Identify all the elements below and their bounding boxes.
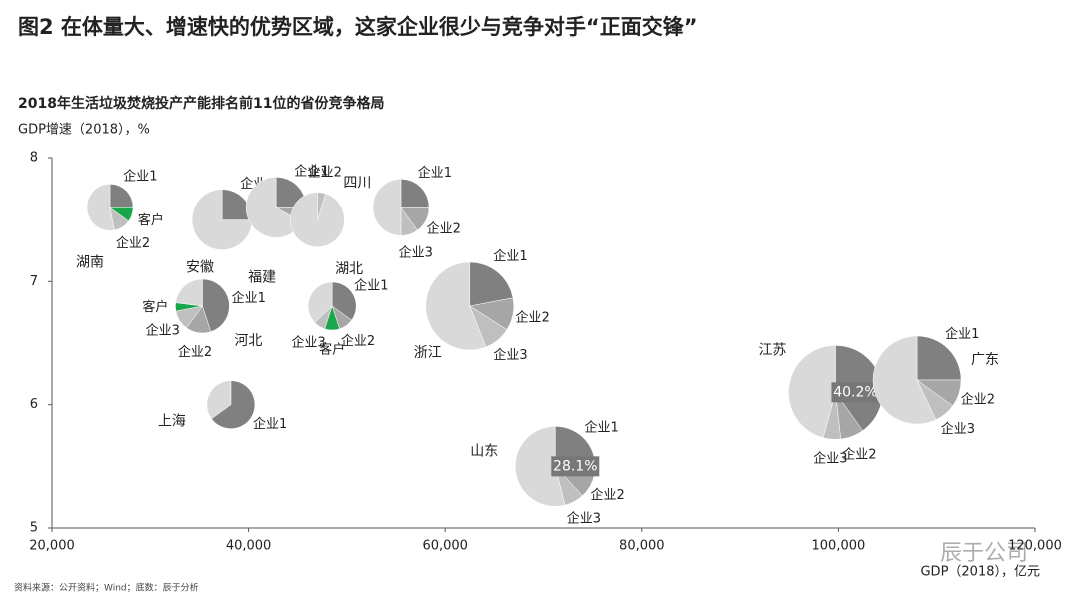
slice-label: 企业2	[427, 221, 461, 237]
slice-label: 企业1	[123, 168, 157, 184]
province-label: 上海	[158, 414, 186, 430]
slice-label: 企业3	[399, 244, 433, 260]
pie-slice	[307, 281, 333, 323]
pie-slice	[202, 278, 230, 332]
slice-label: 企业2	[178, 344, 212, 360]
pie-slice	[372, 179, 402, 236]
pie-slice	[425, 261, 487, 351]
x-tick-label: 60,000	[422, 539, 468, 554]
value-label: 28.1%	[553, 458, 597, 474]
slice-label: 企业3	[291, 335, 325, 351]
slice-label: 企业3	[813, 451, 847, 467]
y-tick-label: 5	[30, 521, 38, 536]
pie-slice	[211, 380, 256, 429]
slice-label: 企业1	[294, 163, 328, 179]
value-label-box	[831, 382, 880, 403]
pie-slice	[290, 192, 345, 247]
province-label: 湖北	[335, 261, 363, 277]
pie-slice	[245, 177, 303, 238]
pie-slice	[109, 184, 134, 208]
province-label: 江苏	[758, 342, 786, 358]
pie-slice	[469, 261, 514, 307]
slice-label: 客户	[319, 342, 345, 358]
x-tick-label: 120,000	[1008, 539, 1062, 554]
slice-label: 企业1	[585, 420, 619, 436]
province-label: 福建	[248, 269, 276, 285]
pie-slice	[400, 179, 430, 208]
province-label: 河北	[234, 333, 262, 349]
x-axis-label: GDP（2018），亿元	[920, 565, 1040, 580]
pie-slice	[916, 335, 962, 381]
x-tick-label: 100,000	[812, 539, 866, 554]
slice-label: 企业2	[842, 446, 876, 462]
slice-label: 企业1	[493, 248, 527, 264]
slice-label: 企业3	[493, 347, 527, 363]
province-label: 广东	[971, 352, 999, 368]
slice-label: 企业1	[945, 326, 979, 342]
province-label: 山东	[470, 443, 498, 459]
value-label-box	[551, 456, 600, 477]
pie-slice	[788, 345, 836, 439]
pie-slice	[872, 335, 937, 425]
slice-label: 企业2	[341, 333, 375, 349]
province-label: 安徽	[186, 260, 214, 276]
slice-label: 企业2	[591, 487, 625, 503]
y-tick-label: 6	[30, 397, 38, 412]
value-label: 40.2%	[833, 384, 877, 400]
x-tick-label: 20,000	[29, 539, 75, 554]
slice-label: 企业1	[253, 416, 287, 432]
heading: 图2 在体量大、增速快的优势区域，这家企业很少与竞争对手“正面交锋”	[18, 15, 698, 39]
province-label: 浙江	[414, 345, 442, 361]
slice-label: 企业1	[354, 278, 388, 294]
x-tick-label: 40,000	[226, 539, 272, 554]
chart-title: 2018年生活垃圾焚烧投产产能排名前11位的省份竞争格局	[18, 95, 384, 112]
slice-label: 客户	[142, 299, 168, 315]
slice-label: 企业2	[961, 391, 995, 407]
pie-slice	[191, 189, 253, 250]
slice-label: 企业2	[516, 309, 550, 325]
slice-label: 企业2	[308, 165, 342, 181]
slice-label: 企业3	[146, 323, 180, 339]
province-label: 四川	[343, 176, 371, 192]
slice-label: 企业2	[116, 235, 150, 251]
watermark: 辰于公司	[940, 541, 1028, 566]
slice-label: 企业1	[418, 165, 452, 181]
y-tick-label: 7	[30, 274, 38, 289]
slice-label: 企业3	[941, 421, 975, 437]
slice-label: 企业3	[567, 511, 601, 527]
slice-label: 客户	[138, 212, 164, 228]
y-axis-label: GDP增速（2018），%	[18, 123, 150, 138]
source: 资料来源：公开资料；Wind；底数：辰于分析	[14, 582, 199, 594]
pie-slice	[206, 380, 232, 420]
slice-label: 企业1	[232, 290, 266, 306]
pie-slice	[515, 426, 566, 507]
pie-slice	[175, 278, 203, 307]
y-tick-label: 8	[30, 151, 38, 166]
province-label: 湖南	[76, 254, 104, 270]
pie-slice	[331, 281, 357, 321]
x-tick-label: 80,000	[619, 539, 665, 554]
pie-slice	[86, 184, 115, 231]
